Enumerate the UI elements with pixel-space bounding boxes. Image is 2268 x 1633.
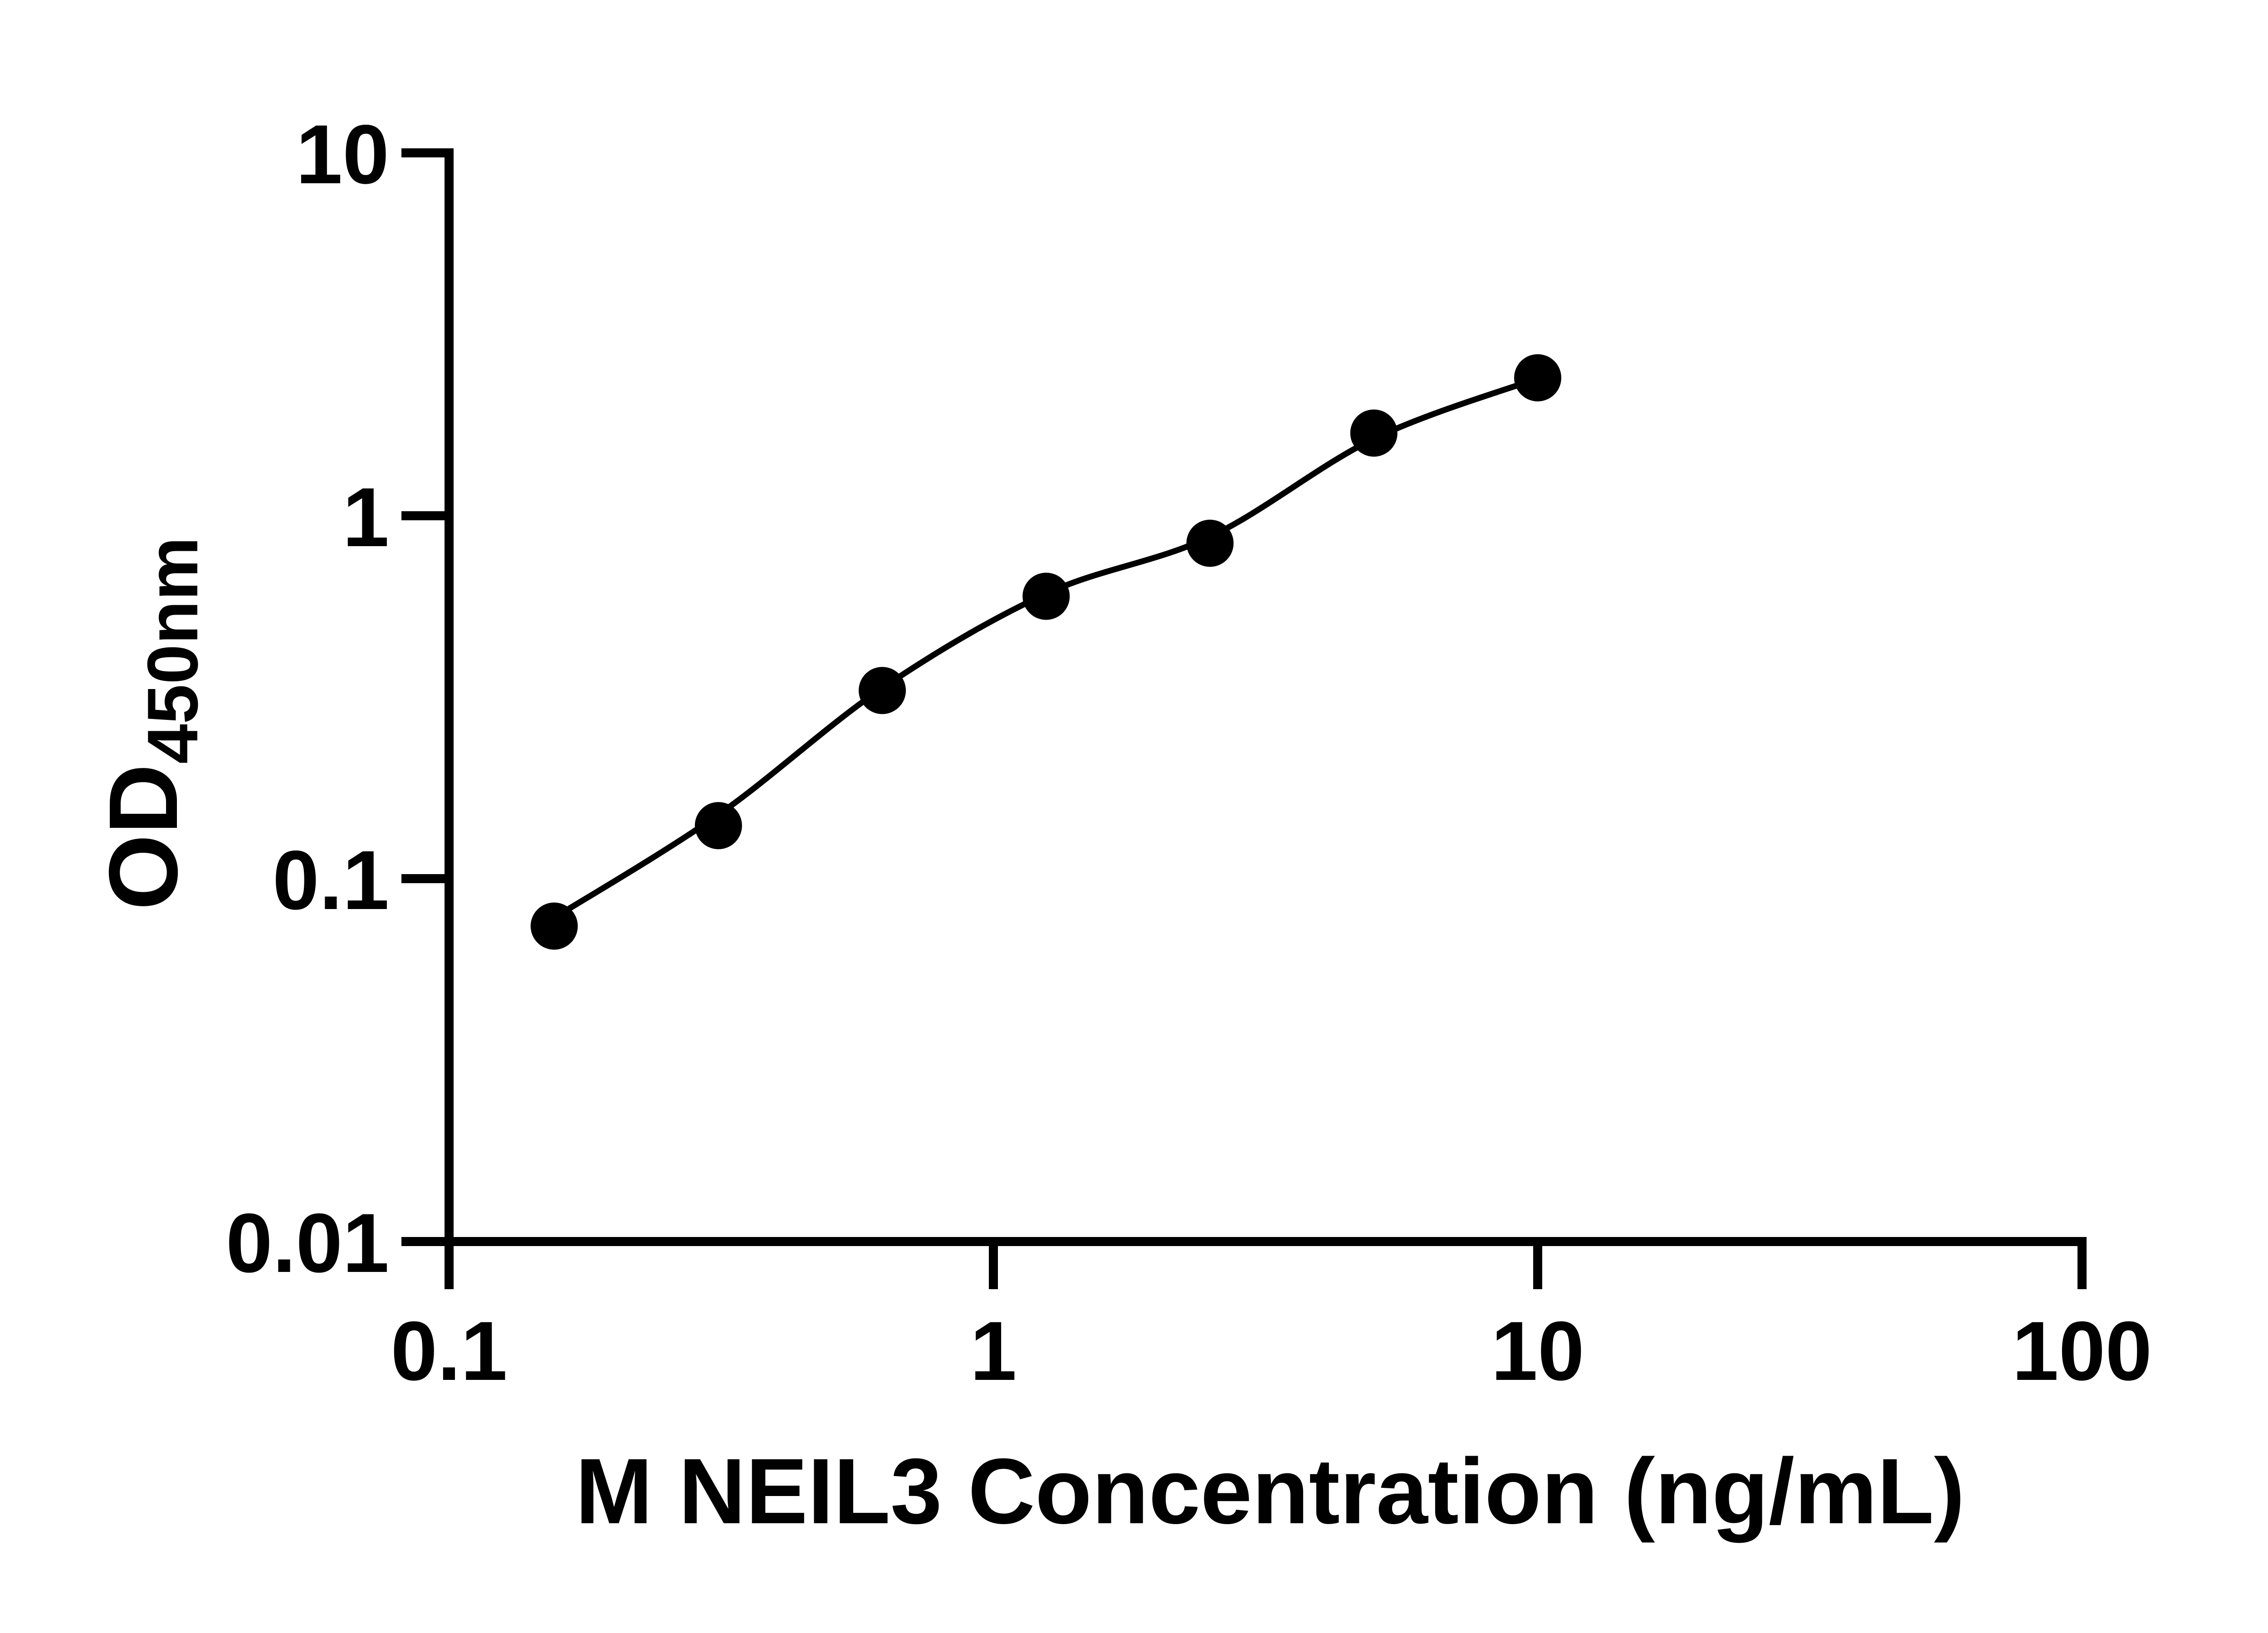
axes xyxy=(445,148,2087,1246)
data-point-1 xyxy=(530,902,578,950)
y-tick-label-0.01: 0.01 xyxy=(226,1197,389,1290)
y-axis-title-subscript: 450nm xyxy=(133,537,213,764)
y-tick-label-0.1: 0.1 xyxy=(273,834,389,927)
axis-ticks xyxy=(401,148,2087,1289)
y-tick-label-1: 1 xyxy=(342,471,389,564)
x-tick-label-10: 10 xyxy=(1491,1305,1584,1398)
data-point-7 xyxy=(1514,354,1561,401)
x-tick-label-100: 100 xyxy=(2012,1305,2152,1398)
data-points xyxy=(530,354,1561,950)
x-axis-title: M NEIL3 Concentration (ng/mL) xyxy=(575,1439,1965,1543)
data-point-5 xyxy=(1186,519,1234,567)
x-tick-label-0.1: 0.1 xyxy=(391,1305,507,1398)
data-point-3 xyxy=(859,667,906,714)
data-point-2 xyxy=(694,802,742,850)
data-point-6 xyxy=(1350,409,1398,457)
data-point-4 xyxy=(1022,572,1070,620)
y-axis-title: OD450nm xyxy=(88,537,213,910)
y-axis-title-main: OD xyxy=(88,764,198,910)
y-tick-label-10: 10 xyxy=(296,108,389,201)
x-tick-label-1: 1 xyxy=(970,1305,1017,1398)
